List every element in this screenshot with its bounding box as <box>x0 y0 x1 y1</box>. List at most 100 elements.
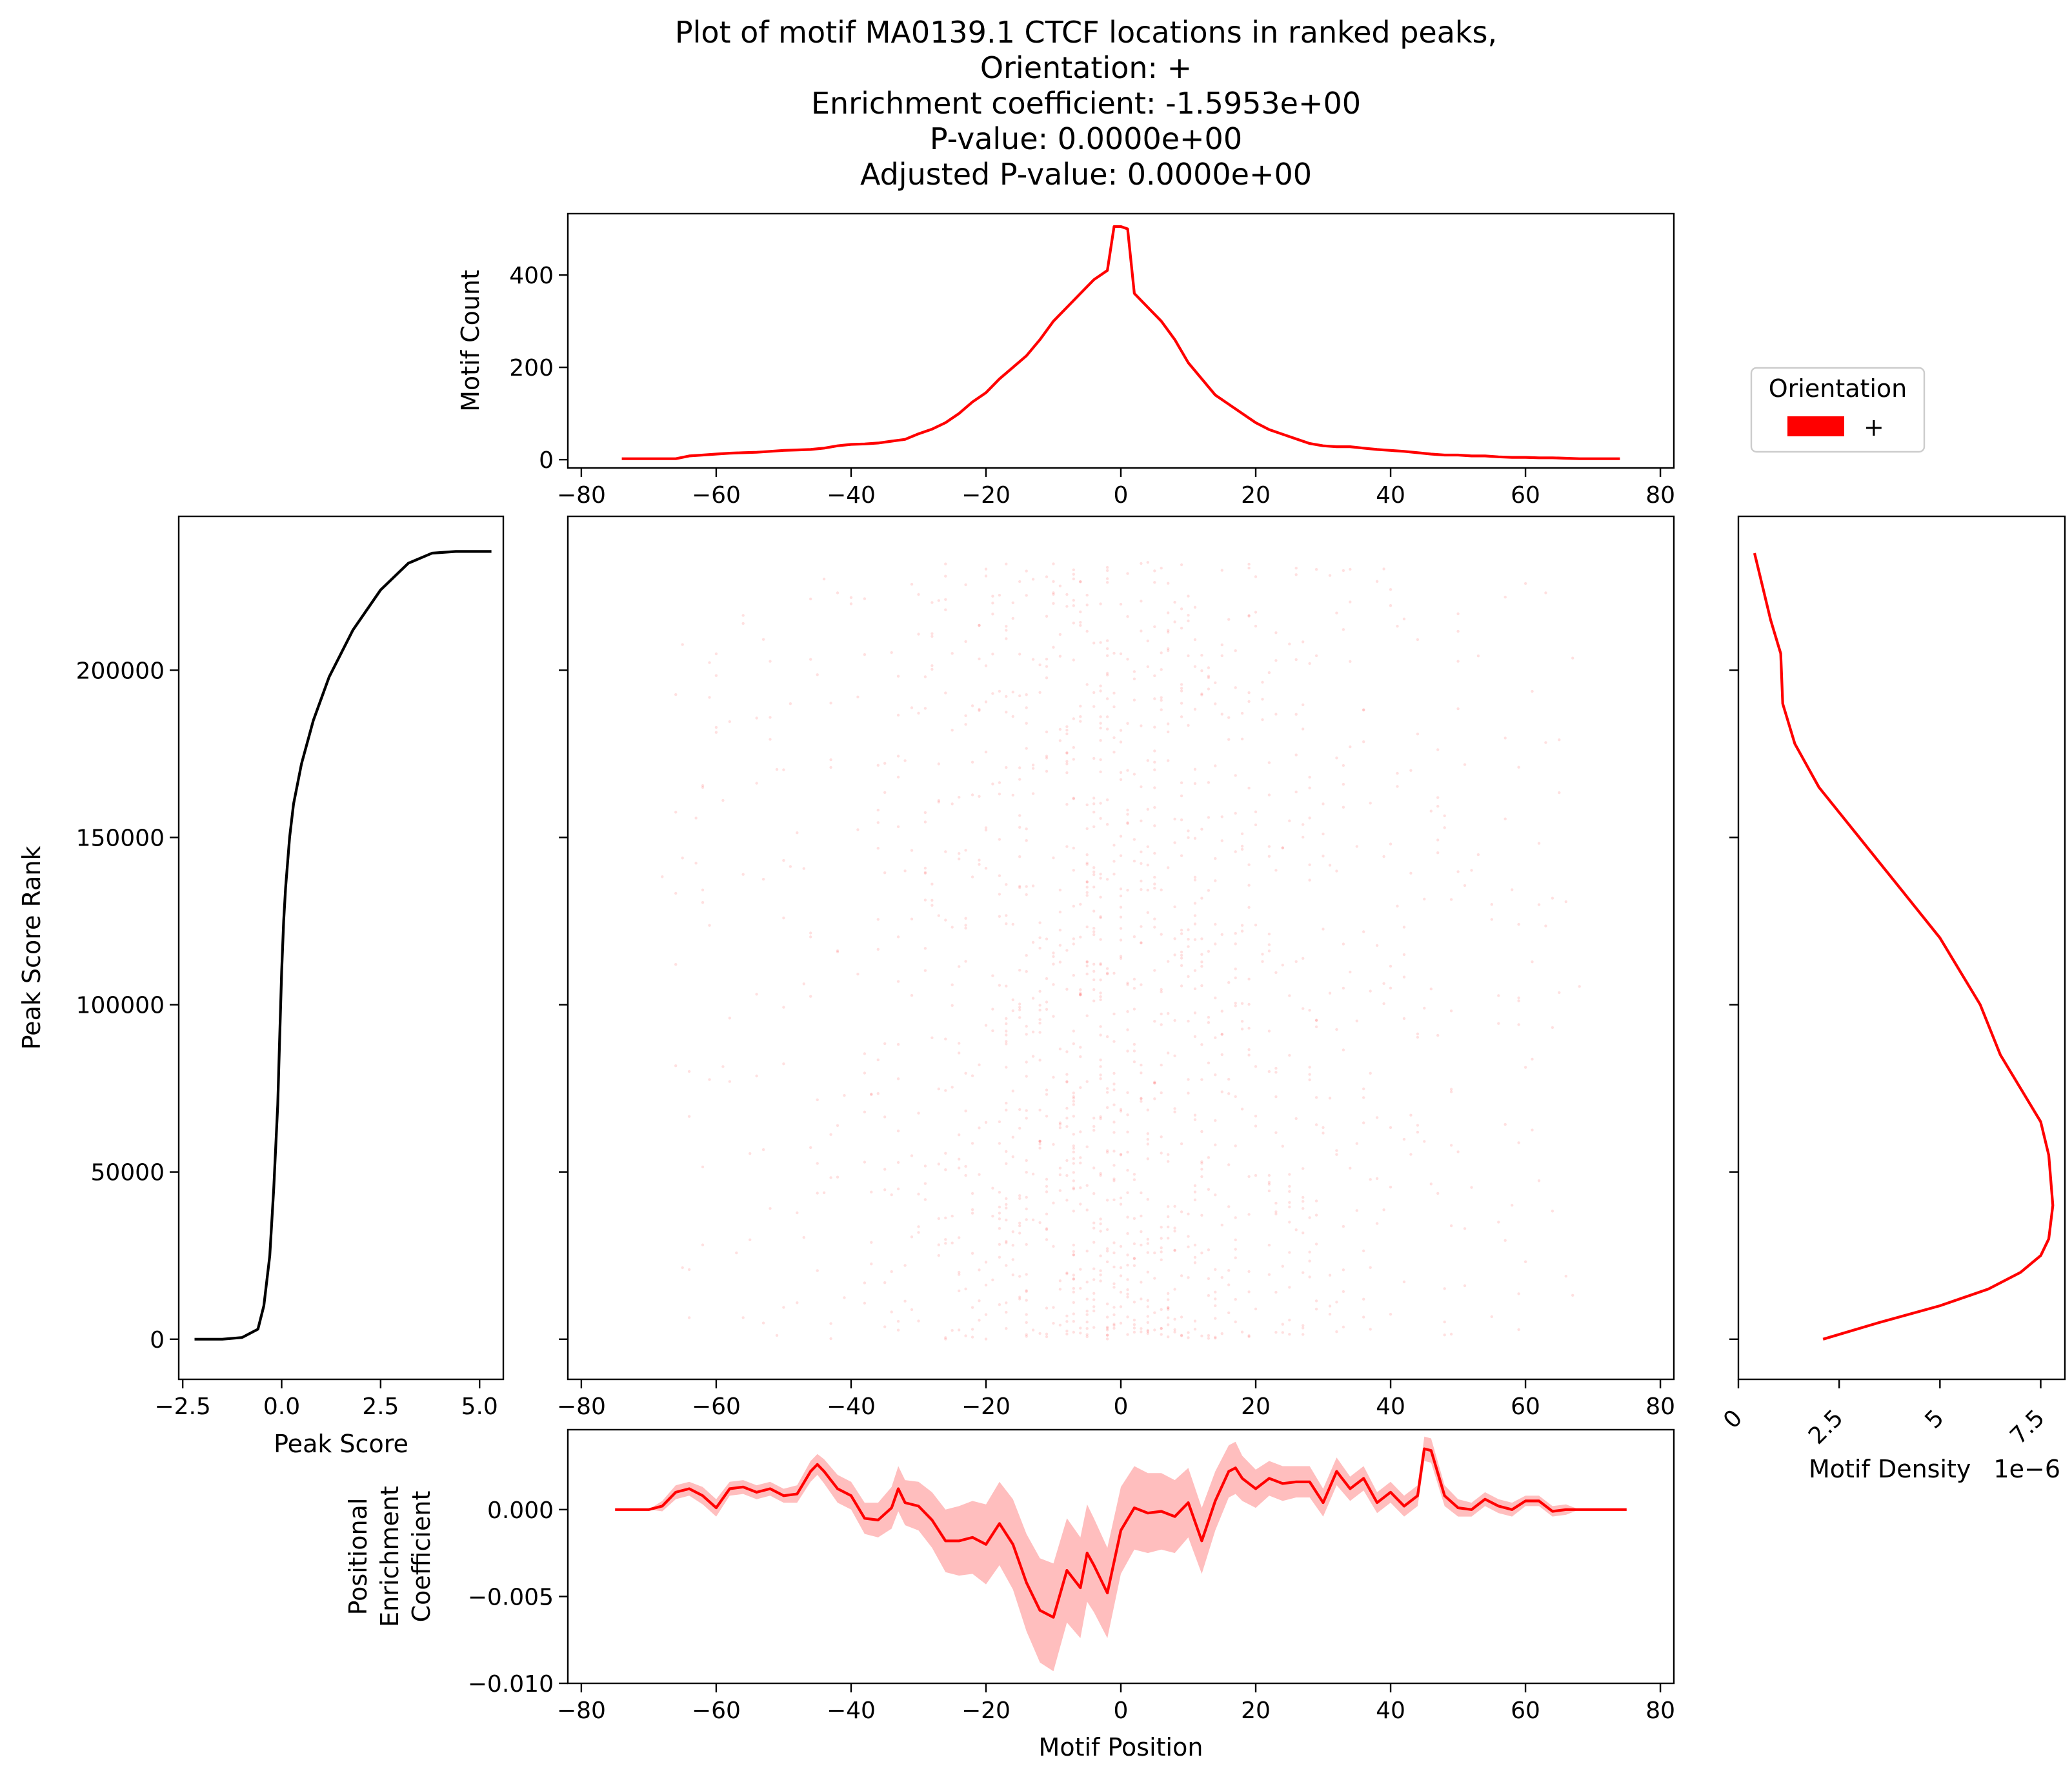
scatter-point <box>863 1110 867 1114</box>
scatter-point <box>1247 614 1251 618</box>
legend-swatch <box>1787 416 1844 436</box>
scatter-point <box>1463 763 1467 766</box>
scatter-point <box>944 1089 947 1092</box>
scatter-point <box>1058 888 1062 892</box>
scatter-point <box>1072 937 1076 940</box>
scatter-point <box>1362 1315 1365 1319</box>
scatter-point <box>1126 1295 1129 1299</box>
scatter-point <box>1112 705 1116 709</box>
scatter-point <box>1140 1191 1143 1195</box>
scatter-point <box>1072 1286 1076 1290</box>
legend-label: + <box>1864 413 1884 441</box>
scatter-point <box>998 838 1001 841</box>
scatter-point <box>1005 1202 1008 1206</box>
scatter-point <box>1126 1333 1129 1336</box>
scatter-point <box>1193 1328 1197 1331</box>
scatter-point <box>1025 722 1028 725</box>
scatter-point <box>1146 665 1150 669</box>
scatter-point <box>1173 1288 1176 1291</box>
scatter-point <box>1112 1088 1116 1091</box>
scatter-point <box>1132 977 1136 981</box>
scatter-point <box>964 1334 967 1337</box>
scatter-point <box>1342 782 1345 786</box>
x-axis-label: Peak Score <box>274 1430 408 1458</box>
scatter-point <box>1119 1244 1123 1248</box>
scatter-point <box>1079 1156 1082 1159</box>
scatter-point <box>1072 1103 1076 1106</box>
scatter-point <box>937 599 941 602</box>
scatter-point <box>1267 949 1271 953</box>
scatter-point <box>1085 861 1089 865</box>
scatter-point <box>802 1236 806 1239</box>
scatter-point <box>1180 1315 1183 1319</box>
scatter-point <box>829 1337 832 1341</box>
scatter-point <box>998 689 1001 693</box>
scatter-point <box>1294 960 1298 964</box>
scatter-point <box>1389 986 1393 990</box>
scatter-point <box>1126 813 1129 816</box>
scatter-point <box>1038 936 1041 940</box>
x-tick-label: 2.5 <box>362 1394 399 1420</box>
scatter-point <box>1011 922 1015 926</box>
scatter-point <box>1126 1091 1129 1095</box>
scatter-point <box>1085 629 1089 633</box>
scatter-point <box>1105 972 1109 976</box>
scatter-point <box>809 995 812 998</box>
scatter-point <box>1099 1279 1102 1283</box>
scatter-point <box>1288 642 1291 645</box>
scatter-point <box>1072 1100 1076 1103</box>
scatter-point <box>741 622 745 625</box>
scatter-point <box>1105 1315 1109 1319</box>
scatter-point <box>1571 656 1574 660</box>
scatter-point <box>1267 761 1271 764</box>
scatter-point <box>836 950 840 953</box>
scatter-point <box>708 696 711 699</box>
scatter-point <box>1167 1306 1170 1310</box>
scatter-point <box>1132 1042 1136 1046</box>
scatter-point <box>789 865 792 868</box>
scatter-point <box>1214 1143 1217 1146</box>
scatter-point <box>1167 1225 1170 1229</box>
scatter-point <box>1085 1297 1089 1301</box>
scatter-point <box>1220 815 1224 818</box>
scatter-point <box>1126 1232 1129 1235</box>
scatter-point <box>1180 563 1183 567</box>
scatter-point <box>1240 1002 1244 1005</box>
scatter-point <box>1065 1073 1069 1076</box>
scatter-point <box>1105 1199 1109 1202</box>
scatter-point <box>971 1192 974 1195</box>
scatter-point <box>1005 1219 1008 1222</box>
scatter-point <box>1072 746 1076 749</box>
scatter-point <box>876 764 880 767</box>
scatter-point <box>1160 1135 1163 1139</box>
scatter-point <box>1294 573 1298 576</box>
scatter-point <box>930 664 934 667</box>
scatter-point <box>802 982 806 986</box>
scatter-point <box>1092 873 1096 877</box>
scatter-point <box>1544 924 1547 928</box>
scatter-point <box>1085 886 1089 889</box>
scatter-point <box>958 1270 961 1274</box>
scatter-point <box>1449 1090 1453 1093</box>
scatter-point <box>1375 944 1379 948</box>
scatter-point <box>1524 1066 1527 1069</box>
scatter-point <box>1132 1242 1136 1246</box>
scatter-point <box>1240 737 1244 741</box>
scatter-point <box>1180 607 1183 611</box>
scatter-point <box>1126 615 1129 618</box>
scatter-point <box>1038 691 1041 695</box>
scatter-point <box>1092 978 1096 982</box>
scatter-point <box>1011 1244 1015 1247</box>
scatter-point <box>923 871 927 874</box>
scatter-point <box>1220 1053 1224 1057</box>
scatter-point <box>998 1212 1001 1215</box>
scatter-point <box>1099 895 1102 899</box>
scatter-point <box>1167 1306 1170 1310</box>
scatter-point <box>1018 1221 1021 1225</box>
scatter-point <box>958 1289 961 1293</box>
scatter-point <box>923 1164 927 1168</box>
scatter-point <box>1126 1292 1129 1296</box>
scatter-point <box>1382 1208 1385 1212</box>
scatter-point <box>1045 676 1049 680</box>
scatter-point <box>1355 1142 1358 1145</box>
